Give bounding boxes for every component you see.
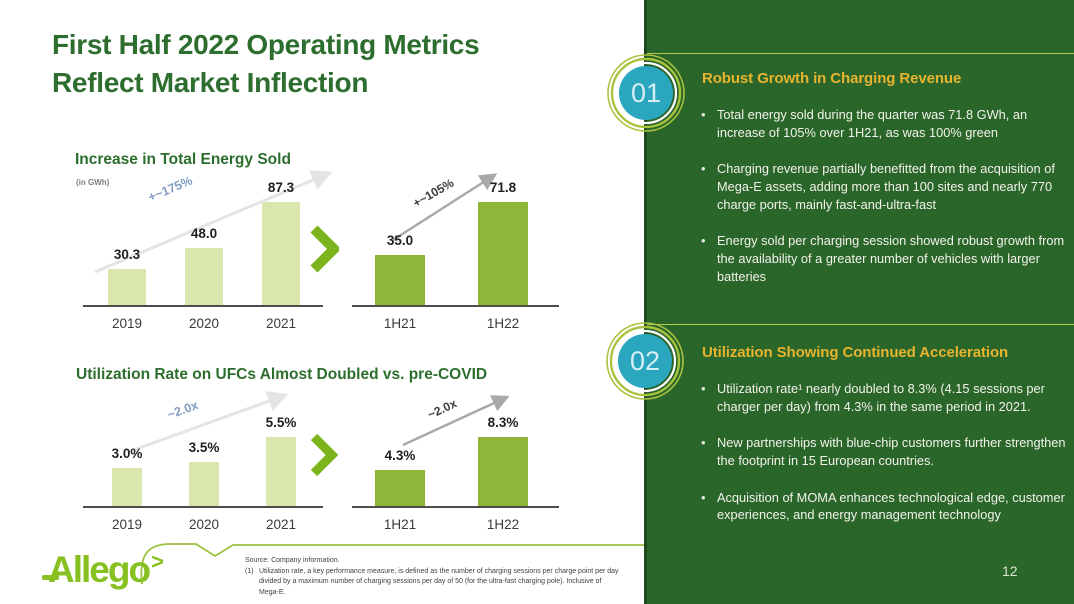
section2-heading: Utilization Showing Continued Accelerati… [702, 344, 1009, 361]
bar-2020 [189, 462, 219, 506]
chevron-right-icon [310, 225, 339, 273]
bar-category-label: 2020 [188, 517, 220, 532]
bullet-item: Charging revenue partially benefitted fr… [700, 160, 1072, 213]
bar-value-label: 48.0 [190, 226, 218, 241]
bar-category-label: 2021 [265, 316, 297, 331]
section1-bullets: Total energy sold during the quarter was… [700, 106, 1072, 304]
bullet-item: Energy sold per charging session showed … [700, 232, 1072, 285]
utilization-bars-annual: 3.0% 2019 3.5% 2020 5.5% 2021 [75, 388, 567, 532]
bar-category-label: 1H22 [486, 517, 520, 532]
allego-logo: Allego> [42, 549, 164, 591]
slide-title: First Half 2022 Operating Metrics Reflec… [52, 26, 480, 103]
logo-chevron-icon: > [151, 549, 164, 574]
footnotes: Source: Company information. (1) Utiliza… [245, 556, 623, 598]
footnote-text: Utilization rate, a key performance meas… [259, 567, 619, 596]
x-axis [83, 506, 323, 508]
bar-value-label: 5.5% [265, 415, 297, 430]
section1-heading: Robust Growth in Charging Revenue [702, 70, 962, 87]
bar-value-label: 87.3 [267, 180, 295, 195]
utilization-chart: 3.0% 2019 3.5% 2020 5.5% 2021 4.3% 1H21 8.3% 1H2… [75, 388, 567, 540]
bullet-item: Total energy sold during the quarter was… [700, 106, 1072, 141]
bar-category-label: 2019 [111, 517, 143, 532]
section1-number-badge: 01 [607, 54, 685, 132]
bar-category-label: 1H21 [383, 517, 417, 532]
bullet-item: Acquisition of MOMA enhances technologic… [700, 489, 1072, 524]
bar-value-label: 8.3% [487, 415, 519, 430]
slide-title-line2: Reflect Market Inflection [52, 67, 369, 99]
page-number: 12 [1002, 563, 1018, 579]
section2-number-badge: 02 [606, 322, 684, 400]
section2-bullets: Utilization rate¹ nearly doubled to 8.3%… [700, 380, 1072, 543]
bullet-item: New partnerships with blue-chip customer… [700, 434, 1072, 469]
bar-1H22 [478, 437, 528, 506]
slide-title-line1: First Half 2022 Operating Metrics [52, 29, 480, 60]
bar-2020 [185, 248, 223, 305]
bar-value-label: 4.3% [384, 448, 416, 463]
utilization-bars-halfyear: 4.3% 1H21 8.3% 1H22 [75, 388, 567, 532]
bar-category-label: 1H22 [486, 316, 520, 331]
badge-number: 01 [631, 78, 661, 108]
highlights-panel: Robust Growth in Charging Revenue Total … [644, 0, 1074, 604]
badge-number: 02 [630, 346, 660, 376]
bar-category-label: 2019 [111, 316, 143, 331]
energy-chart-unit: (in GWh) [76, 178, 110, 187]
energy-bars-halfyear: 35.0 1H21 71.8 1H22 [75, 160, 567, 331]
footnote: (1) Utilization rate, a key performance … [245, 567, 623, 599]
chevron-right-icon [310, 433, 338, 477]
section-divider [647, 53, 1074, 54]
utilization-chart-title: Utilization Rate on UFCs Almost Doubled … [76, 366, 488, 383]
bar-value-label: 35.0 [386, 233, 414, 248]
bar-2019 [112, 468, 142, 506]
bar-value-label: 3.5% [188, 440, 220, 455]
section-divider [647, 324, 1074, 325]
energy-chart-title: Increase in Total Energy Sold [75, 151, 291, 168]
bar-value-label: 71.8 [489, 180, 517, 195]
bar-2021 [266, 437, 296, 506]
bar-1H21 [375, 255, 425, 305]
x-axis [352, 506, 559, 508]
bar-2019 [108, 269, 146, 305]
x-axis [83, 305, 323, 307]
bar-2021 [262, 202, 300, 305]
energy-bars-annual: 30.3 2019 48.0 2020 87.3 2021 [75, 160, 567, 331]
bar-value-label: 30.3 [113, 247, 141, 262]
bar-value-label: 3.0% [111, 446, 143, 461]
logo-text: Allego [48, 549, 151, 590]
bar-1H22 [478, 202, 528, 305]
bar-1H21 [375, 470, 425, 506]
x-axis [352, 305, 559, 307]
source-line: Source: Company information. [245, 557, 340, 564]
energy-chart: 30.3 2019 48.0 2020 87.3 2021 35.0 1H21 71.8 1H2… [75, 160, 567, 342]
bar-category-label: 2020 [188, 316, 220, 331]
footnote-label: (1) [245, 567, 254, 575]
logo-dash [42, 575, 59, 580]
bar-category-label: 2021 [265, 517, 297, 532]
bar-category-label: 1H21 [383, 316, 417, 331]
bullet-item: Utilization rate¹ nearly doubled to 8.3%… [700, 380, 1072, 415]
